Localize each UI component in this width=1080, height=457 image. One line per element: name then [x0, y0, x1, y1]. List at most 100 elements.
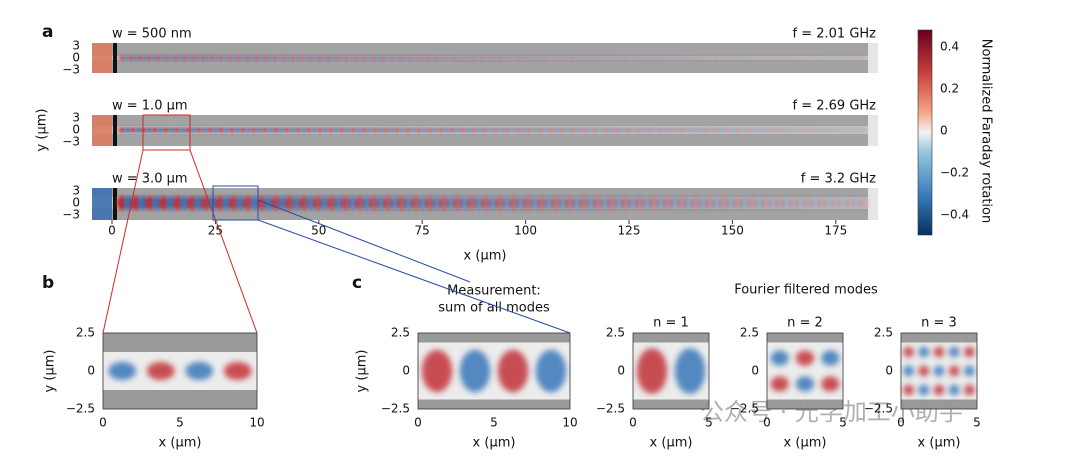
wave-blob — [614, 55, 620, 61]
wave-blob — [146, 127, 153, 133]
wave-blob — [388, 127, 395, 133]
wave-blob — [404, 127, 412, 133]
x-tick-label: 5 — [839, 416, 847, 430]
wave-blob — [155, 55, 161, 61]
wave-blob — [501, 55, 508, 61]
wave-blob — [151, 127, 159, 133]
wave-blob — [256, 127, 263, 133]
mode-blob — [903, 384, 914, 396]
wave-blob — [465, 127, 472, 133]
y-tick-label: 0 — [885, 364, 893, 378]
wave-blob — [128, 55, 134, 61]
annotation: Measurement: — [447, 284, 541, 299]
wave-blob — [569, 55, 575, 61]
wave-blob — [278, 127, 285, 133]
mode-blob — [674, 348, 706, 394]
wave-blob — [560, 55, 566, 61]
row-width: w = 1.0 µm — [112, 99, 188, 114]
wave-blob — [355, 127, 362, 133]
mode-blob — [933, 384, 945, 396]
mode-blob — [948, 346, 960, 358]
wave-blob — [375, 55, 382, 61]
wave-blob — [520, 127, 527, 133]
wave-blob — [452, 55, 458, 61]
wave-blob — [695, 55, 701, 61]
wave-blob — [245, 55, 251, 61]
wave-blob — [461, 55, 467, 61]
mode-blob — [821, 350, 840, 366]
wave-blob — [751, 127, 758, 133]
wave-blob — [425, 55, 431, 61]
wave-blob — [785, 55, 791, 61]
wave-blob — [578, 55, 584, 61]
panel-label: a — [42, 22, 53, 42]
wave-blob — [492, 127, 500, 133]
wave-blob — [123, 55, 130, 61]
wave-blob — [657, 127, 665, 133]
wave-blob — [137, 55, 143, 61]
wave-blob — [393, 127, 401, 133]
y-tick-label: −3 — [62, 63, 80, 77]
wave-blob — [223, 127, 230, 133]
x-tick-label: 0 — [99, 416, 107, 430]
wave-blob — [713, 55, 719, 61]
wave-blob — [784, 127, 791, 133]
wave-blob — [239, 127, 247, 133]
wave-blob — [551, 55, 557, 61]
wave-blob — [857, 55, 863, 61]
x-label: x (µm) — [473, 436, 516, 451]
wave-blob — [191, 55, 197, 61]
wave-blob — [762, 127, 769, 133]
wave-blob — [249, 55, 256, 61]
wave-blob — [525, 127, 533, 133]
wave-blob — [630, 127, 637, 133]
x-tick-label: 5 — [973, 416, 981, 430]
wave-blob — [654, 55, 661, 61]
wave-blob — [357, 55, 364, 61]
zoom-line — [257, 199, 471, 283]
wave-blob — [456, 55, 463, 61]
wave-blob — [371, 127, 379, 133]
wave-blob — [674, 127, 681, 133]
wave-blob — [553, 127, 560, 133]
wave-blob — [723, 127, 731, 133]
wave-blob — [159, 55, 166, 61]
wave-blob — [157, 127, 164, 133]
wave-blob — [389, 55, 395, 61]
y-tick-label: −2.5 — [864, 402, 893, 416]
antenna — [113, 188, 117, 220]
wave-blob — [729, 127, 736, 133]
wave-blob — [587, 55, 593, 61]
wave-blob — [465, 55, 472, 61]
wave-blob — [179, 127, 186, 133]
wave-blob — [573, 55, 580, 61]
wave-blob — [454, 127, 461, 133]
x-tick-label: 100 — [514, 224, 537, 238]
colorbar-tick-label: 0.2 — [940, 82, 959, 96]
wave-blob — [164, 55, 170, 61]
y-label: y (µm) — [355, 350, 370, 393]
wave-blob — [173, 55, 179, 61]
mode-blob — [933, 346, 945, 358]
wave-blob — [708, 55, 715, 61]
y-tick-label: 0 — [72, 51, 80, 65]
wave-blob — [366, 55, 373, 61]
wave-blob — [135, 127, 142, 133]
y-tick-label: −2.5 — [66, 402, 95, 416]
wave-blob — [749, 55, 755, 61]
y-tick-label: 2.5 — [740, 326, 759, 340]
wave-blob — [377, 127, 384, 133]
y-tick-label: 0 — [72, 196, 80, 210]
wave-blob — [267, 127, 274, 133]
y-tick-label: 3 — [72, 111, 80, 125]
wave-blob — [798, 55, 805, 61]
wave-blob — [771, 55, 778, 61]
wave-blob — [627, 55, 634, 61]
colorbar-label: Normalized Faraday rotation — [979, 39, 994, 223]
mode-blob — [948, 365, 960, 377]
wave-blob — [519, 55, 526, 61]
wave-blob — [858, 195, 870, 211]
edge — [868, 115, 878, 146]
wave-blob — [668, 127, 676, 133]
wave-blob — [344, 55, 350, 61]
